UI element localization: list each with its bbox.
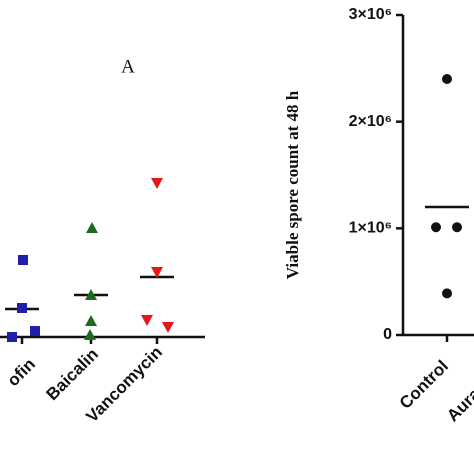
x-tick-label: Baicalin — [42, 345, 102, 405]
point — [85, 315, 97, 326]
y-tick-label: 2×10⁶ — [349, 113, 392, 130]
point — [7, 332, 17, 342]
point — [151, 267, 163, 278]
y-tick-label: 3×10⁶ — [349, 6, 392, 23]
point — [86, 222, 98, 233]
x-tick-label: Control — [396, 357, 452, 413]
point — [141, 315, 153, 326]
point — [17, 303, 27, 313]
x-tick-label: Aura — [443, 384, 474, 425]
y-axis-label: Viable spore count at 48 h — [283, 90, 302, 279]
point — [162, 322, 174, 333]
y-tick-label: 1×10⁶ — [349, 220, 392, 237]
panel-title: A — [121, 56, 135, 77]
point — [431, 222, 441, 233]
y-tick-label: 0 — [383, 326, 392, 343]
point — [85, 289, 97, 300]
point — [442, 74, 452, 84]
x-tick-label: ofin — [4, 355, 39, 390]
point — [30, 326, 40, 336]
point — [151, 178, 163, 189]
point — [84, 329, 96, 340]
point — [442, 288, 452, 299]
point — [452, 222, 462, 233]
point — [18, 255, 28, 265]
